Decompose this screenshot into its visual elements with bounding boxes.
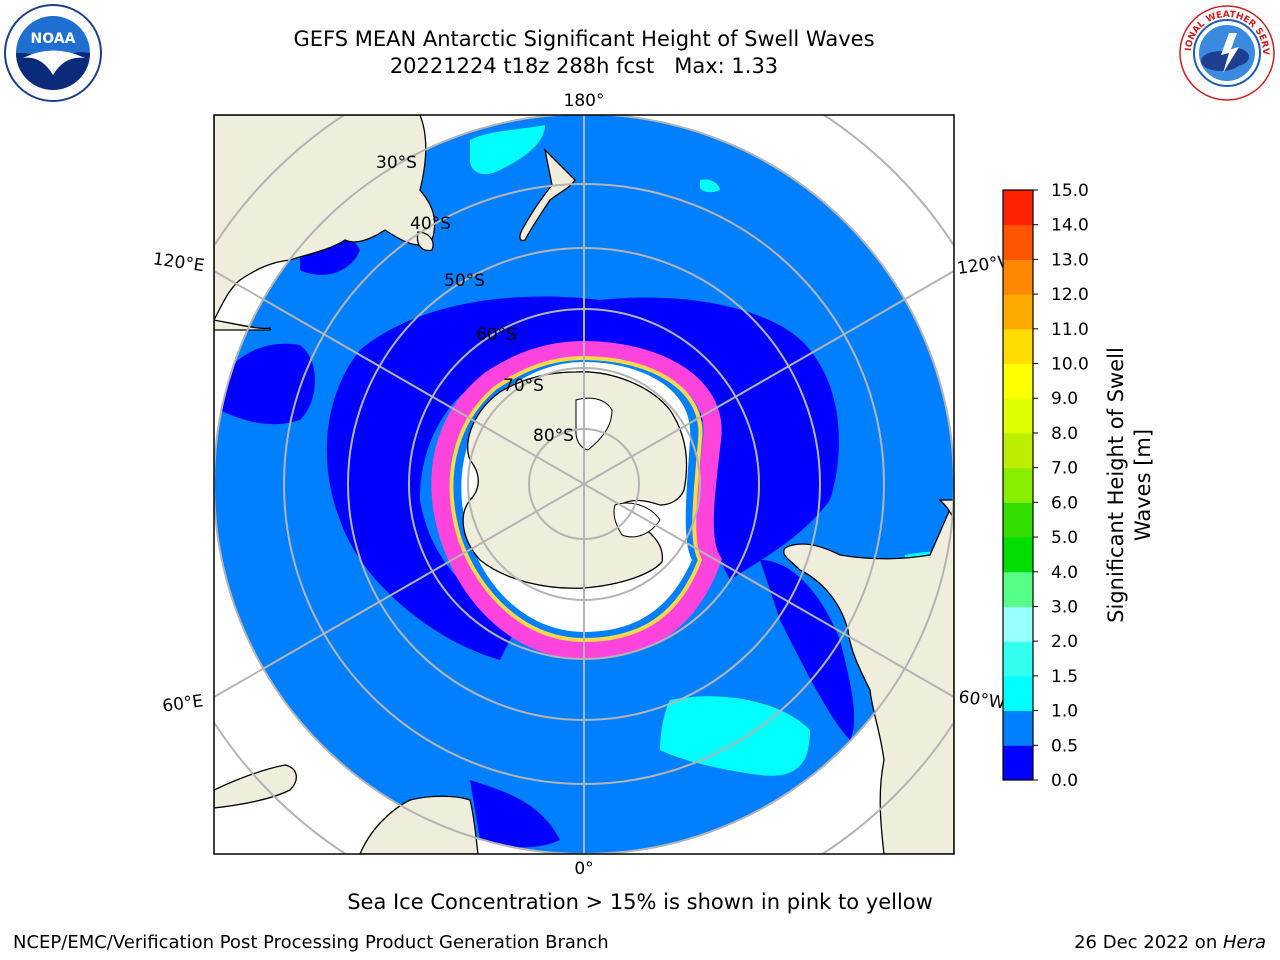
south-america-land: [783, 499, 954, 854]
colorbar-tick-label: 8.0: [1051, 424, 1078, 444]
footer-credit: NCEP/EMC/Verification Post Processing Pr…: [13, 932, 609, 953]
australia-west: [214, 319, 271, 331]
colorbar-tick-label: 10.0: [1051, 355, 1089, 375]
colorbar-segment: [1003, 294, 1033, 330]
colorbar-segment: [1003, 537, 1033, 573]
south-america-east: [938, 499, 954, 521]
colorbar: 0.0 0.5 1.0 1.5 2.0 3.0 4.0 5.0 6.0 7.0 8.0 9.0 10.0…: [1002, 181, 1089, 791]
colorbar-segment: [1003, 467, 1033, 503]
colorbar-frame: [1002, 189, 1034, 781]
colorbar-tick-label: 5.0: [1051, 528, 1078, 548]
footer-date-text: 26 Dec 2022 on: [1074, 932, 1223, 953]
high-swell-patch: [700, 179, 720, 193]
colorbar-tick-label: 6.0: [1051, 493, 1078, 513]
madagascar-land: [214, 764, 297, 809]
low-swell-patch: [470, 780, 560, 848]
africa-land: [359, 795, 479, 854]
colorbar-tick-label: 3.0: [1051, 597, 1078, 617]
colorbar-segment: [1003, 571, 1033, 607]
colorbar-tick-label: 7.0: [1051, 459, 1078, 479]
low-swell-patch: [700, 397, 824, 500]
colorbar-segment: [1003, 606, 1033, 642]
new-zealand-land: [519, 148, 576, 242]
low-swell-patch: [220, 343, 315, 425]
colorbar-tick-label: 1.0: [1051, 702, 1078, 722]
colorbar-tick-label: 0.0: [1051, 771, 1078, 791]
tasmania-land: [416, 231, 434, 252]
meridian-60e-120w: [214, 270, 954, 698]
lat-label-80s: 80°S: [533, 426, 574, 446]
colorbar-tick-label: 11.0: [1051, 320, 1089, 340]
colorbar-segment: [1003, 398, 1033, 434]
colorbar-tick-label: 0.5: [1051, 736, 1078, 756]
colorbar-tick-label: 15.0: [1051, 181, 1089, 201]
colorbar-segment: [1003, 224, 1033, 260]
ronne-ice-shelf: [613, 502, 661, 538]
lon-label-60e: 60°E: [161, 691, 204, 716]
colorbar-tick-label: 4.0: [1051, 563, 1078, 583]
colorbar-tick-label: 12.0: [1051, 285, 1089, 305]
lat-label-70s: 70°S: [503, 376, 544, 396]
australia-land: [214, 115, 436, 321]
map-frame: [213, 114, 955, 855]
lat-label-50s: 50°S: [444, 271, 485, 291]
noaa-logo: NOAA: [4, 4, 102, 102]
colorbar-tick-label: 14.0: [1051, 216, 1089, 236]
footer-date: 26 Dec 2022 on Hera: [1074, 932, 1266, 953]
sea-ice-note: Sea Ice Concentration > 15% is shown in …: [347, 890, 933, 914]
lon-label-60w: 60°W: [957, 687, 1006, 713]
chart-title: GEFS MEAN Antarctic Significant Height o…: [293, 27, 875, 51]
colorbar-segment: [1003, 190, 1033, 226]
antarctica-land: [462, 371, 688, 589]
colorbar-label-line2: Waves [m]: [1131, 429, 1155, 541]
footer-host: Hera: [1222, 932, 1266, 953]
nws-logo: NATIONAL WEATHER SERVICE: [1177, 3, 1275, 101]
colorbar-tick-label: 2.0: [1051, 632, 1078, 652]
low-swell-patch: [760, 560, 855, 740]
high-swell-patch: [470, 125, 545, 175]
colorbar-segment: [1003, 363, 1033, 399]
graticule: [214, 115, 954, 854]
colorbar-segment: [1003, 259, 1033, 295]
colorbar-tick-label: 1.5: [1051, 667, 1078, 687]
high-swell-patch: [660, 696, 810, 776]
lat-label-30s: 30°S: [376, 153, 417, 173]
colorbar-tick-label: 9.0: [1051, 389, 1078, 409]
lat-label-60s: 60°S: [476, 325, 517, 345]
low-swell-belt: [326, 296, 839, 660]
colorbar-segment: [1003, 710, 1033, 746]
lat-label-40s: 40°S: [410, 214, 451, 234]
lon-label-0: 0°: [574, 859, 593, 879]
colorbar-segment: [1003, 641, 1033, 677]
colorbar-segment: [1003, 432, 1033, 469]
colorbar-segment: [1003, 502, 1033, 538]
colorbar-label-line1: Significant Height of Swell: [1104, 347, 1128, 623]
colorbar-segment: [1003, 745, 1033, 781]
colorbar-segment: [1003, 675, 1033, 712]
lon-label-120e: 120°E: [152, 249, 206, 276]
lon-label-180: 180°: [564, 91, 605, 111]
chart-subtitle: 20221224 t18z 288h fcst Max: 1.33: [389, 54, 779, 78]
colorbar-segment: [1003, 328, 1033, 365]
noaa-logo-text: NOAA: [31, 31, 76, 47]
colorbar-tick-label: 13.0: [1051, 250, 1089, 270]
